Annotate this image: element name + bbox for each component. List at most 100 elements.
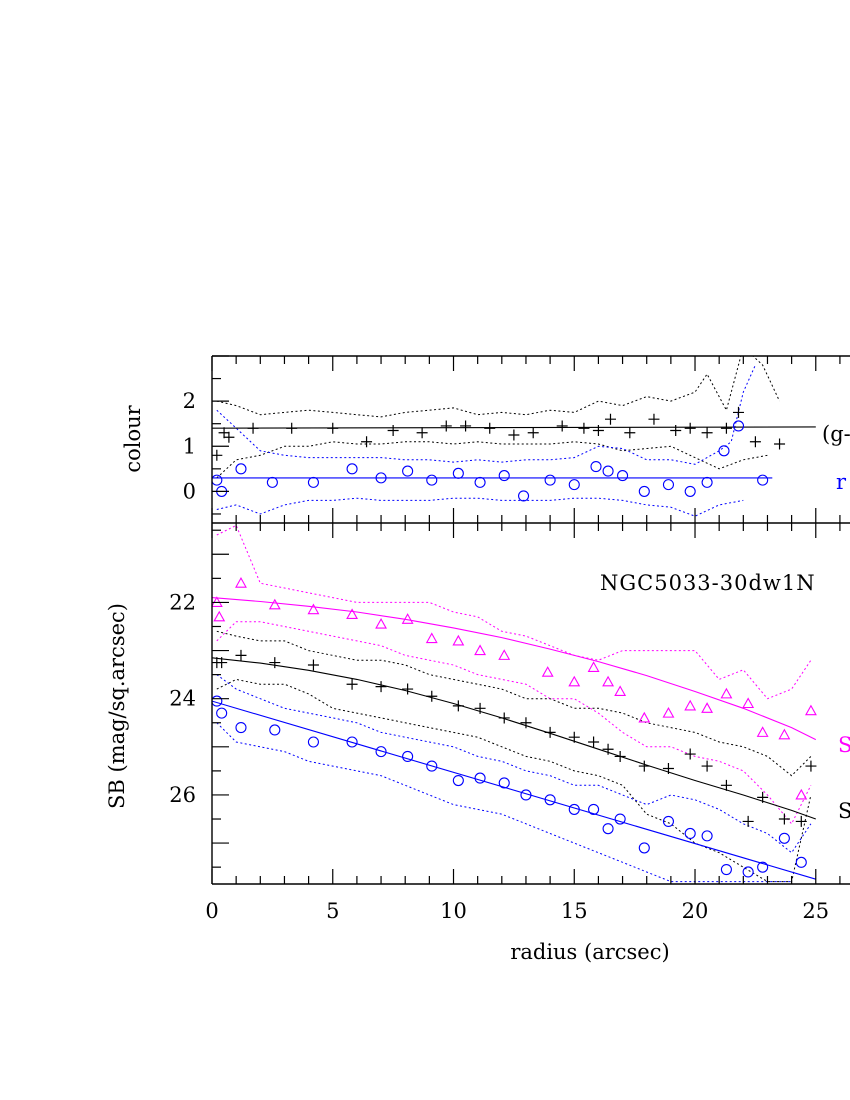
colour-point-plus-0-6	[361, 436, 373, 448]
colour-point-circle-1-0	[212, 474, 223, 486]
colour-point-circle-1-24	[757, 474, 769, 486]
sb-annotation-black: S	[838, 799, 850, 823]
colour-data-points	[212, 406, 786, 502]
colour-error-band-0	[216, 356, 780, 418]
sb-point-plus-1-6	[375, 681, 387, 693]
sb-point-plus-1-26	[795, 815, 807, 827]
colour-point-circle-1-14	[568, 479, 580, 491]
sb-data-points	[212, 577, 817, 878]
sb-point-triangle-0-26	[805, 704, 817, 716]
sb-point-triangle-0-10	[474, 644, 487, 656]
sb-point-plus-1-13	[544, 726, 556, 738]
sb-point-plus-1-1	[216, 657, 228, 669]
sb-point-plus-1-15	[588, 736, 600, 748]
sb-fit-line-0	[212, 597, 817, 741]
sb-point-triangle-0-13	[568, 675, 581, 687]
sb-point-plus-1-18	[638, 760, 650, 772]
sb-error-band-2	[216, 630, 812, 777]
sb-point-circle-2-7	[402, 750, 414, 762]
sb-point-triangle-0-18	[662, 706, 675, 718]
sb-point-plus-1-4	[307, 659, 319, 671]
colour-point-plus-0-4	[286, 422, 298, 434]
colour-point-circle-1-9	[452, 467, 464, 479]
sb-point-circle-2-3	[269, 724, 281, 736]
sb-point-plus-1-23	[742, 815, 754, 827]
sb-point-plus-1-7	[402, 683, 414, 695]
sb-point-triangle-0-24	[778, 728, 791, 740]
sb-point-circle-2-4	[307, 736, 319, 748]
sb-y-axis-label: SB (mag/sq.arcsec)	[105, 603, 129, 809]
sb-point-circle-2-14	[568, 803, 580, 815]
sb-point-plus-1-9	[452, 700, 464, 712]
sb-point-circle-2-6	[375, 746, 387, 758]
colour-point-circle-1-7	[402, 465, 414, 477]
sb-panel: SB (mag/sq.arcsec) 22 24 26 0 5 10 15 20 25 rad…	[105, 523, 850, 964]
sb-error-band-0	[216, 524, 812, 700]
sb-point-triangle-0-15	[602, 675, 615, 687]
sb-point-circle-2-25	[778, 832, 790, 844]
sb-point-circle-2-26	[795, 856, 807, 868]
sb-fit-line-2	[212, 700, 816, 880]
sb-point-triangle-0-21	[720, 687, 733, 699]
sb-point-plus-1-17	[614, 750, 626, 762]
colour-fit-line-0	[212, 426, 816, 429]
sb-point-triangle-0-25	[795, 788, 808, 800]
colour-point-plus-0-12	[508, 429, 520, 441]
colour-point-circle-1-13	[544, 474, 556, 486]
sb-point-plus-1-11	[498, 712, 510, 724]
colour-y-axis-label: colour	[121, 404, 145, 472]
sb-point-plus-1-21	[701, 760, 713, 772]
sb-point-plus-1-5	[346, 678, 358, 690]
colour-error-band-3	[216, 497, 744, 517]
colour-point-plus-0-16	[592, 424, 604, 436]
axes-frame	[211, 355, 850, 885]
sb-point-plus-1-24	[757, 791, 769, 803]
sb-xtick-label: 5	[326, 899, 339, 923]
colour-point-plus-0-3	[247, 422, 259, 434]
colour-point-plus-0-5	[327, 422, 339, 434]
sb-axis-ticks	[211, 523, 841, 884]
colour-error-band-1	[216, 441, 768, 479]
sb-point-plus-1-8	[426, 690, 438, 702]
sb-xtick-label: 0	[205, 899, 218, 923]
sb-point-triangle-0-3	[268, 598, 281, 610]
sb-point-triangle-0-4	[307, 603, 320, 615]
sb-point-circle-2-12	[520, 789, 532, 801]
sb-fit-line-1	[212, 657, 816, 820]
colour-point-plus-0-25	[749, 436, 761, 448]
sb-point-triangle-0-23	[756, 726, 769, 737]
sb-point-triangle-0-17	[638, 711, 651, 723]
colour-point-plus-0-21	[684, 422, 696, 434]
sb-point-triangle-0-9	[452, 634, 465, 646]
sb-point-triangle-0-22	[742, 697, 755, 709]
sb-point-plus-1-10	[474, 702, 486, 714]
sb-point-plus-1-14	[568, 731, 580, 743]
colour-point-plus-0-22	[701, 427, 713, 439]
colour-point-plus-0-17	[604, 413, 616, 425]
sb-ytick-label: 26	[169, 783, 196, 807]
sb-xtick-label: 25	[802, 899, 829, 923]
colour-y-tick-labels: 0 1 2	[183, 389, 196, 503]
sb-fit-lines	[212, 597, 817, 880]
sb-xtick-label: 10	[440, 899, 467, 923]
colour-point-circle-1-12	[517, 490, 530, 502]
colour-point-circle-1-20	[684, 485, 696, 497]
colour-point-circle-1-11	[498, 470, 510, 482]
sb-error-band-4	[216, 674, 812, 854]
colour-point-circle-1-18	[638, 485, 650, 497]
sb-point-circle-2-5	[346, 736, 358, 748]
sb-x-axis-label: radius (arcsec)	[510, 940, 669, 964]
sb-point-circle-2-23	[742, 866, 754, 878]
sb-point-circle-2-17	[614, 813, 626, 825]
colour-point-plus-0-24	[732, 406, 744, 418]
sb-point-plus-1-16	[602, 743, 614, 755]
colour-panel: colour 0 1 2 (g- r	[121, 355, 850, 523]
colour-point-plus-0-1	[218, 427, 230, 439]
sb-point-circle-2-16	[602, 823, 614, 835]
sb-error-band-3	[216, 678, 812, 883]
colour-ytick-label: 0	[183, 479, 196, 503]
sb-point-triangle-0-12	[541, 666, 554, 677]
colour-annotation-r: r	[836, 470, 847, 494]
colour-point-circle-1-15	[590, 461, 602, 473]
